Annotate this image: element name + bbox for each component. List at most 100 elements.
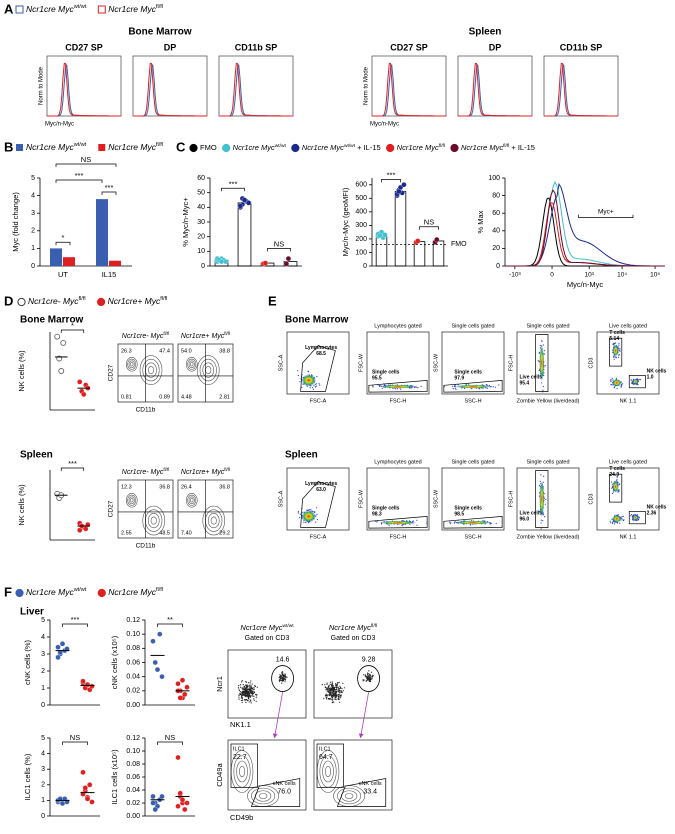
event-dot [333,701,335,703]
event-dot [246,688,248,690]
data-dot [377,232,383,239]
event-dot [611,377,613,379]
y-tick-label: 0.02 [126,688,140,695]
event-dot [325,688,327,691]
event-dot [613,358,615,360]
event-dot [332,689,334,691]
event-dot [614,386,616,388]
event-dot [245,690,247,693]
event-dot [249,684,251,686]
x-axis-label: Zombie Yellow (live/dead) [517,398,580,404]
event-dot [254,685,256,687]
superscript: fl/fl [156,142,163,148]
data-dot [182,806,188,813]
x-axis-label: NK1.1 [230,720,251,729]
x-axis-label: Zombie Yellow (live/dead) [517,534,580,540]
plot-header: Ncr1cre+ Mycfl/fl [181,331,230,340]
y-axis-label: ILC1 cells (x10⁵) [110,749,119,805]
density-spot [611,379,622,387]
event-dot [329,691,331,694]
x-axis-label: SSC-H [464,398,481,404]
data-dot [159,674,165,680]
superscript: wt/wt [73,4,87,10]
plot-frame [313,739,393,811]
gate [250,778,301,807]
y-tick-label: 3 [41,651,45,658]
y-tick-label: 5 [41,617,45,624]
plot-title: Single cells gated [451,323,494,329]
contour [187,358,197,370]
gate [300,481,336,528]
gate-name: Live cells [519,511,542,517]
event-dot [333,686,335,688]
panel-letter: C [176,139,186,154]
legend-marker [16,144,23,151]
gate-name: Lymphocytes [305,481,337,487]
legend-marker [291,143,300,153]
event-dot [540,522,542,524]
legend-label: Ncr1cre Mycfl/fl [397,143,445,152]
quadrant-value: 12.3 [121,484,132,490]
text-part: Ncr1cre Myc [461,143,503,152]
event-dot [326,687,328,689]
plot-title: Live cells gated [609,323,647,329]
event-dot [315,521,317,523]
event-dot [249,686,251,688]
y-tick-label: 3 [31,210,35,217]
event-dot [613,356,615,358]
event-dot [369,673,371,675]
event-dot [316,375,318,378]
y-axis-label: SSC-A [278,354,284,371]
gate-name: Single cells [372,506,400,512]
significance-label: * [71,321,74,330]
event-dot [325,693,327,695]
event-dot [297,374,299,377]
plot-frame [543,55,619,117]
event-dot [610,522,612,524]
event-dot [371,676,373,678]
event-dot [328,690,330,693]
event-dot [242,694,244,696]
event-dot [335,686,337,688]
event-dot [495,522,497,525]
event-dot [365,680,367,682]
event-dot [253,686,255,689]
superscript: fl/fl [224,467,230,472]
data-dot [396,188,402,195]
gate [535,334,549,392]
y-tick-label: 30 [197,219,205,226]
event-dot [243,699,246,701]
event-dot [621,519,623,521]
superscript: fl/fl [224,331,230,336]
gate [271,665,295,692]
plot-frame [227,649,307,719]
event-dot [337,694,339,696]
event-dot [337,682,339,684]
contour [344,793,354,799]
superscript: wt/wt [283,623,295,629]
superscript: fl/fl [163,331,169,336]
significance-bracket [157,741,183,745]
tissue-title: Spleen [285,450,318,461]
event-dot [329,683,331,686]
event-dot [253,698,255,700]
histogram-curve [505,202,665,267]
significance-label: * [62,233,65,242]
event-dot [339,689,341,691]
event-dot [315,385,317,387]
y-axis-label: % Max [476,210,485,233]
event-dot [371,678,373,680]
plot-frame [371,55,447,117]
significance-bracket [60,329,85,333]
density-spot [632,379,639,385]
event-dot [362,680,364,682]
data-dot [89,799,95,805]
event-dot [284,674,286,676]
text-part: Ncr1cre Myc [329,623,371,632]
contour [185,357,198,372]
event-dot [343,687,345,689]
contour [322,760,334,783]
event-dot [638,517,640,519]
x-tick-label: -10³ [509,272,521,279]
data-dot [55,654,61,661]
